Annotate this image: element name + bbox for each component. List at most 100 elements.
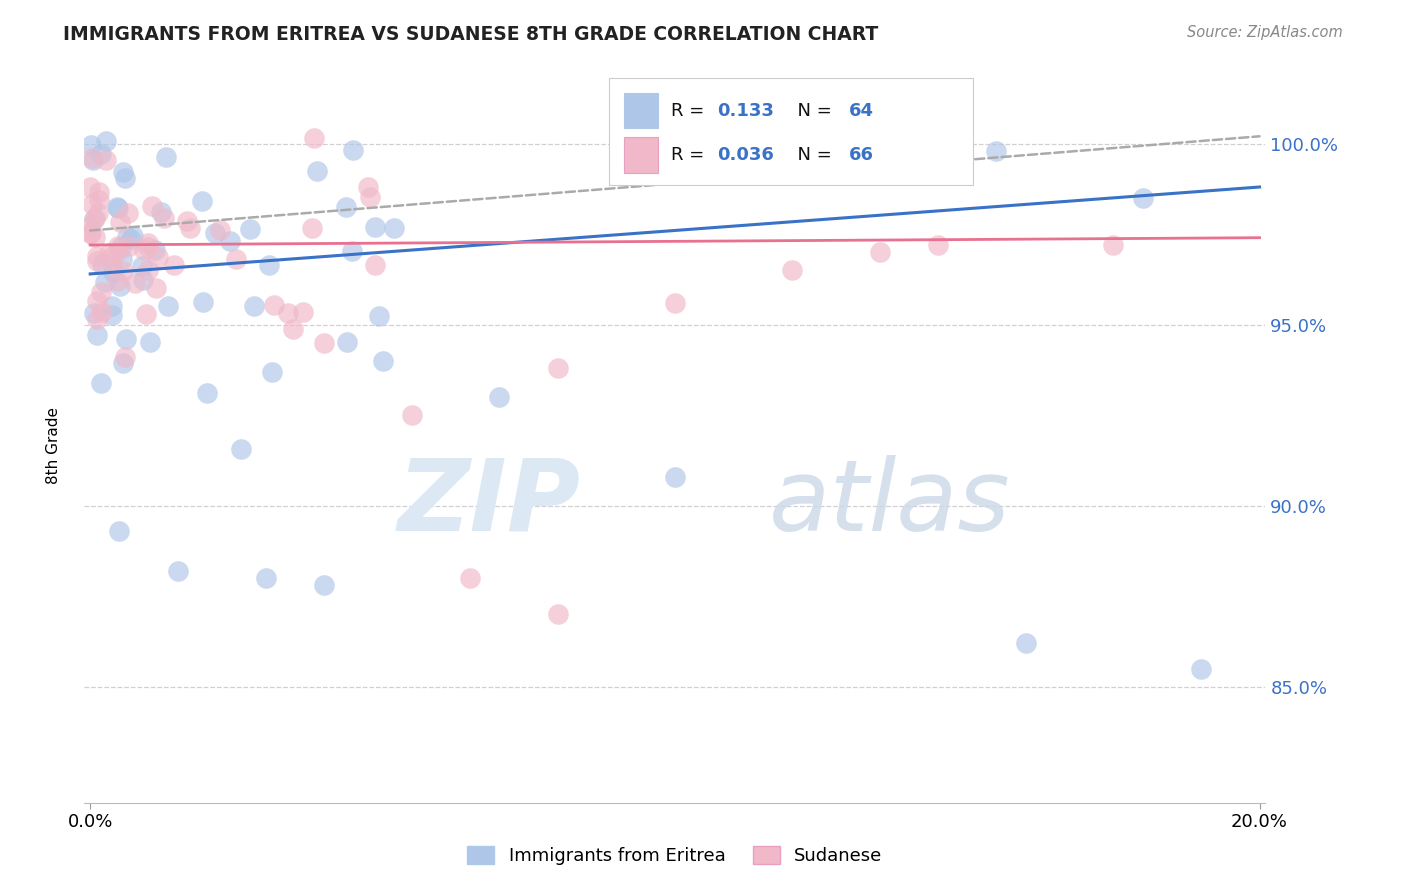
Point (80, 218, 103, 232)
Text: 64: 64 (849, 102, 875, 120)
Point (371, 354, 394, 368)
Point (94, 153, 117, 167)
Point (335, 201, 357, 215)
Text: R =: R = (671, 146, 710, 164)
Point (86, 253, 108, 268)
Point (219, 234, 242, 248)
Point (262, 365, 284, 379)
Point (80, 227, 103, 241)
Point (342, 143, 364, 157)
Point (111, 165, 134, 179)
Point (131, 260, 153, 274)
Point (83, 306, 105, 320)
Point (100, 309, 122, 323)
Point (150, 205, 173, 219)
Point (114, 171, 136, 186)
Point (1102, 238, 1125, 252)
Point (145, 281, 167, 295)
Point (364, 259, 387, 273)
Point (108, 279, 131, 293)
Point (664, 470, 686, 484)
Text: 8th Grade: 8th Grade (46, 408, 60, 484)
Point (179, 221, 201, 235)
Point (143, 244, 166, 258)
Point (312, 578, 335, 592)
Point (148, 250, 170, 264)
Point (292, 305, 315, 319)
Point (336, 334, 359, 349)
Point (82, 151, 104, 165)
Point (114, 350, 136, 364)
Point (111, 356, 134, 370)
Point (91, 257, 114, 271)
Point (107, 244, 129, 258)
Point (1132, 191, 1154, 205)
Point (359, 190, 381, 204)
Point (277, 306, 299, 320)
Point (79, 226, 101, 240)
Point (90, 305, 112, 319)
Point (136, 235, 159, 250)
Point (167, 564, 190, 578)
Point (176, 214, 198, 228)
Point (107, 201, 129, 215)
Point (79, 179, 101, 194)
Point (458, 571, 481, 585)
Point (155, 150, 177, 164)
Point (101, 265, 124, 279)
Text: 66: 66 (849, 146, 875, 164)
Point (1015, 636, 1038, 650)
Point (229, 442, 252, 457)
Point (136, 240, 159, 254)
Point (257, 258, 280, 272)
Point (117, 230, 139, 244)
Point (80, 137, 103, 152)
Point (225, 252, 247, 267)
Point (281, 322, 304, 336)
Point (139, 334, 162, 349)
Point (342, 244, 364, 258)
Point (94, 275, 117, 289)
Point (152, 211, 174, 225)
Point (86, 312, 108, 326)
Point (112, 264, 135, 278)
Point (191, 294, 214, 309)
Point (84, 230, 107, 244)
Point (364, 220, 387, 235)
Point (195, 386, 218, 401)
Point (87, 185, 110, 199)
Point (1189, 662, 1212, 676)
Point (132, 273, 155, 287)
Point (141, 199, 163, 213)
Point (204, 227, 226, 241)
Point (117, 206, 139, 220)
Text: Source: ZipAtlas.com: Source: ZipAtlas.com (1187, 25, 1343, 40)
Point (101, 299, 124, 313)
Point (357, 180, 380, 194)
Point (98, 245, 121, 260)
Point (90, 376, 112, 391)
Point (124, 276, 146, 290)
Point (382, 220, 405, 235)
Point (239, 222, 262, 236)
Point (87, 205, 110, 219)
Point (780, 263, 803, 277)
Point (132, 243, 155, 257)
Point (254, 571, 277, 585)
Point (122, 228, 145, 243)
Point (547, 361, 569, 376)
Point (84, 211, 107, 226)
Point (90, 147, 112, 161)
Text: atlas: atlas (769, 455, 1011, 551)
Point (664, 296, 686, 310)
Point (117, 239, 139, 253)
Point (547, 607, 569, 622)
Text: IMMIGRANTS FROM ERITREA VS SUDANESE 8TH GRADE CORRELATION CHART: IMMIGRANTS FROM ERITREA VS SUDANESE 8TH … (63, 25, 879, 44)
Text: 0.133: 0.133 (717, 102, 773, 120)
Point (367, 309, 389, 323)
Point (401, 408, 423, 422)
Text: N =: N = (786, 102, 838, 120)
Point (135, 307, 157, 321)
Text: R =: R = (671, 102, 710, 120)
Point (108, 215, 131, 229)
